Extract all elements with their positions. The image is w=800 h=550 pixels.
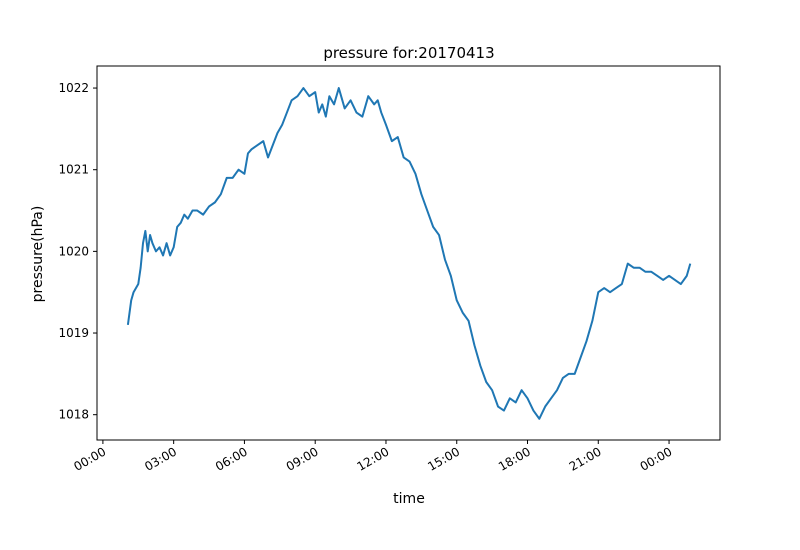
plot-frame (96, 65, 721, 441)
y-axis-label: pressure(hPa) (30, 206, 46, 303)
y-tick-label: 1022 (58, 81, 89, 95)
chart-title: pressure for:20170413 (323, 44, 494, 62)
x-axis-label: time (393, 491, 425, 507)
y-tick-label: 1018 (58, 408, 89, 422)
y-tick-label: 1020 (58, 244, 89, 258)
y-tick-label: 1019 (58, 326, 89, 340)
data-line (126, 87, 692, 420)
y-tick-label: 1021 (58, 163, 89, 177)
